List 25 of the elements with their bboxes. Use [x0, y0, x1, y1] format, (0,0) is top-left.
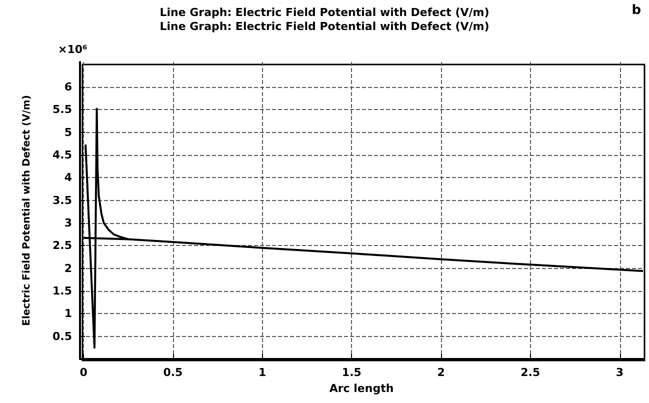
- chart-subtitle: Line Graph: Electric Field Potential with Defect (V/m): [160, 20, 490, 33]
- y-tick-label: 1.5: [52, 284, 72, 298]
- y-tick-label: 5.5: [52, 103, 72, 116]
- y-tick-label: 5: [64, 126, 72, 139]
- chart-title: Line Graph: Electric Field Potential with Defect (V/m): [160, 6, 490, 19]
- y-tick-label: 6: [64, 80, 72, 94]
- y-tick-label: 4: [64, 171, 72, 184]
- y-tick-label: 2.5: [52, 239, 72, 252]
- x-tick-label: 1: [258, 366, 266, 379]
- y-tick-label: 3: [64, 216, 72, 230]
- x-tick-label: 2.5: [520, 366, 540, 379]
- x-tick-label: 1.5: [342, 366, 362, 379]
- x-tick-label: 2: [437, 366, 445, 379]
- y-tick-label: 0.5: [52, 330, 72, 343]
- text: b: [632, 3, 642, 18]
- x-tick-label: 0.5: [163, 366, 183, 379]
- x-axis-title: Arc length: [329, 382, 394, 395]
- x-tick-label: 3: [616, 366, 624, 379]
- y-tick-label: 4.5: [52, 148, 72, 162]
- y-tick-label: 2: [64, 262, 72, 275]
- y-tick-label: 3.5: [52, 194, 72, 207]
- text: ×10⁶: [58, 43, 88, 56]
- y-tick-label: 1: [64, 307, 72, 320]
- y-axis-title: Electric Field Potential with Defect (V/m): [22, 95, 32, 326]
- x-tick-label: 0: [80, 366, 88, 379]
